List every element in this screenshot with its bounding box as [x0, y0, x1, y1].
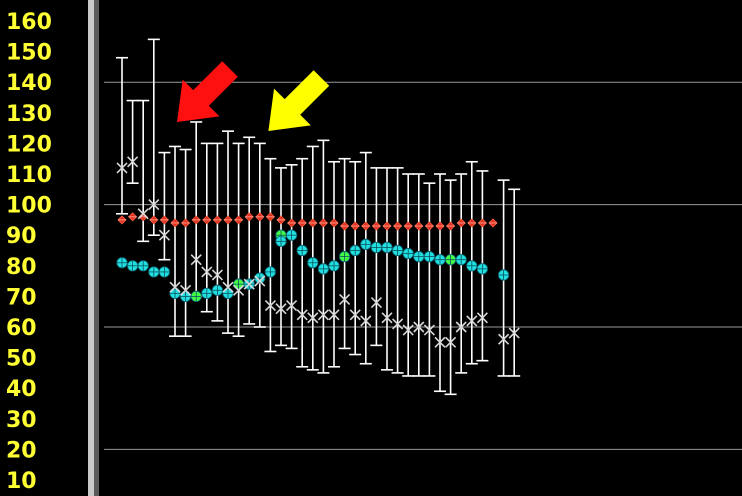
cross-point: [211, 269, 223, 281]
cross-point: [264, 300, 276, 312]
cross-point: [286, 300, 298, 312]
y-tick-label: 70: [6, 285, 37, 310]
cross-point: [402, 324, 414, 336]
cross-point: [190, 254, 202, 266]
cross-point: [116, 162, 128, 174]
y-tick-label: 120: [6, 132, 52, 157]
y-tick-label: 80: [6, 255, 37, 280]
red-arrow: [177, 61, 238, 122]
cross-series: [116, 156, 520, 348]
error-bars: [116, 38, 521, 396]
cross-point: [148, 199, 160, 211]
axis-divider-light: [88, 0, 94, 496]
cross-point: [201, 266, 213, 278]
cross-point: [349, 309, 361, 321]
cross-point: [360, 315, 372, 327]
y-tick-label: 50: [6, 347, 37, 372]
cross-point: [466, 315, 478, 327]
cross-point: [434, 336, 446, 348]
cross-point: [222, 281, 234, 293]
cross-point: [296, 309, 308, 321]
y-tick-label: 90: [6, 224, 37, 249]
cross-point: [508, 327, 520, 339]
cross-point: [328, 309, 340, 321]
cross-point: [455, 321, 467, 333]
y-tick-label: 110: [6, 163, 52, 188]
annotation-arrows: [177, 61, 330, 131]
cross-point: [158, 229, 170, 241]
y-tick-label: 100: [6, 194, 52, 219]
cross-point: [392, 318, 404, 330]
cross-point: [169, 281, 181, 293]
cross-point: [445, 336, 457, 348]
cross-point: [339, 293, 351, 306]
axis-divider-dark: [94, 0, 99, 496]
cross-point: [180, 284, 192, 296]
cyan-series: [116, 229, 510, 302]
cross-point: [476, 312, 488, 324]
y-tick-label: 20: [6, 438, 37, 463]
cross-point: [254, 275, 266, 287]
cross-point: [317, 309, 329, 321]
cross-point: [381, 312, 393, 324]
cross-point: [243, 278, 255, 290]
axis-divider: [88, 0, 99, 496]
cross-point: [233, 284, 245, 296]
cross-point: [127, 156, 139, 168]
cross-point: [307, 312, 319, 324]
y-tick-label: 140: [6, 71, 52, 96]
y-tick-label: 150: [6, 41, 52, 66]
y-tick-label: 60: [6, 316, 37, 341]
cross-point: [498, 333, 510, 345]
cross-point: [413, 321, 425, 333]
y-tick-label: 40: [6, 377, 37, 402]
red-series: [117, 212, 498, 231]
y-tick-label: 130: [6, 102, 52, 127]
y-tick-label: 10: [6, 469, 37, 494]
cross-point: [137, 208, 149, 220]
y-axis: 160 150 140 130 120 110 100 90 80 70 60 50 40 30 20 10: [6, 10, 52, 494]
cross-point: [423, 324, 435, 336]
cross-point: [370, 296, 382, 309]
y-tick-label: 30: [6, 408, 37, 433]
y-tick-label: 160: [6, 10, 52, 35]
yellow-arrow: [268, 70, 330, 131]
cross-point: [275, 303, 287, 315]
